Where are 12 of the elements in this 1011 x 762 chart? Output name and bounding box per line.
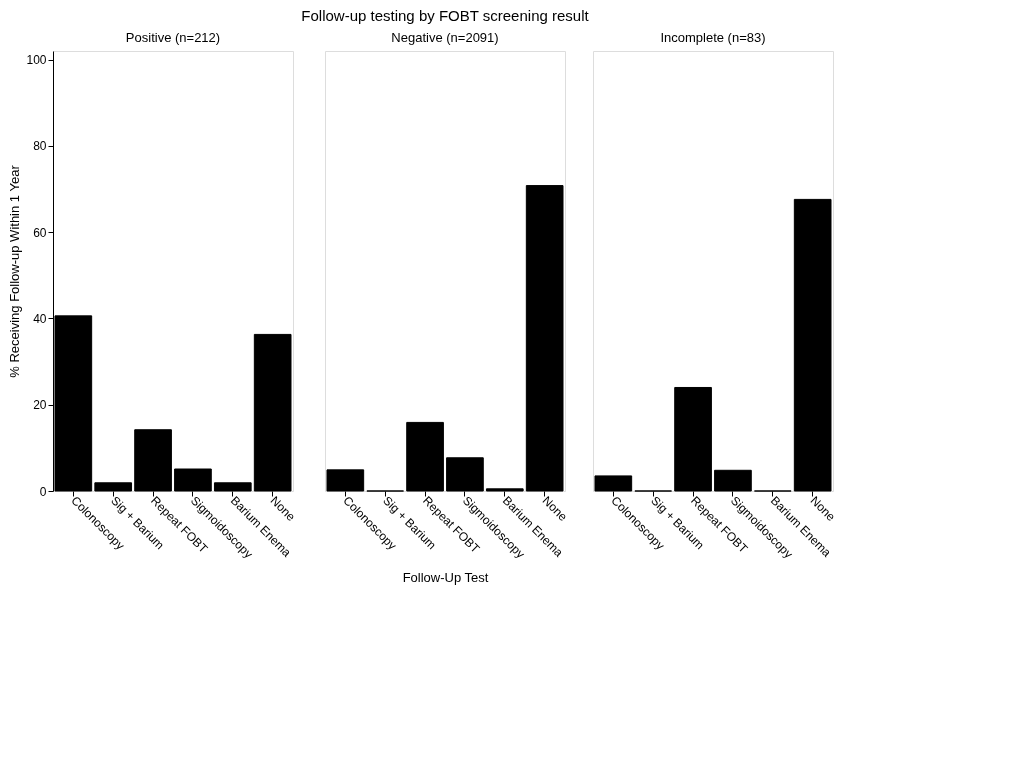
chart-title: Follow-up testing by FOBT screening result [301, 7, 590, 24]
x-axis-title: Follow-Up Test [402, 570, 489, 586]
y-tick-label: 100 [26, 53, 47, 68]
y-tick-label: 80 [33, 139, 47, 154]
chart-subtitle: Negative (n=2091) [391, 30, 499, 45]
y-tick-label: 20 [33, 398, 47, 413]
y-tick-label: 60 [33, 225, 47, 240]
chart-subtitle: Incomplete (n=83) [660, 30, 766, 45]
chart-subtitle: Positive (n=212) [125, 30, 221, 45]
y-tick-label: 40 [33, 311, 47, 326]
y-tick-label: 0 [39, 484, 47, 499]
y-axis-title: % Receiving Follow-up Within 1 Year [7, 164, 23, 378]
